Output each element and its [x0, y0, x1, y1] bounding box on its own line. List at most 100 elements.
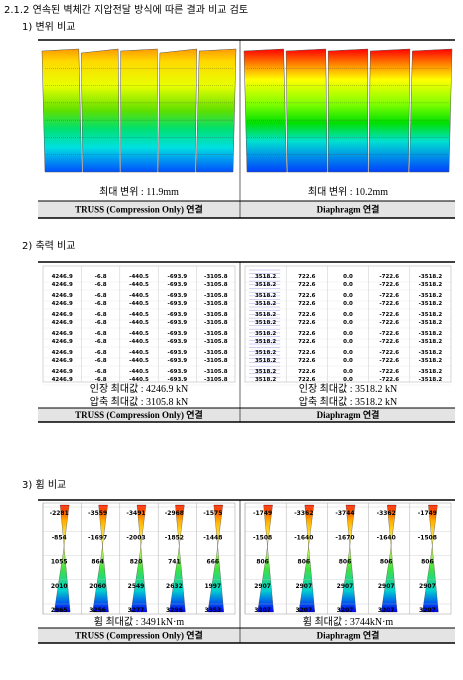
moment-label: 3207	[254, 607, 271, 614]
moment-diagram	[381, 504, 398, 613]
axial-label: -3518.2	[419, 369, 443, 375]
axial-label: 0.0	[343, 320, 353, 326]
axial-label: -440.5	[129, 350, 149, 356]
axial-label: -3518.2	[419, 274, 443, 280]
moment-label: -1852	[165, 534, 184, 541]
axial-label: -693.9	[168, 320, 188, 326]
axial-label: 3518.2	[255, 369, 276, 375]
moment-label: 3207	[419, 607, 436, 614]
axial-label: 4246.9	[52, 301, 73, 307]
moment-label: -1670	[335, 534, 354, 541]
axial-label: -440.5	[129, 339, 149, 345]
moment-label: 3256	[89, 607, 106, 614]
axial-label: 4246.9	[52, 339, 73, 345]
moment-label: 666	[207, 559, 220, 566]
moment-diagram	[92, 504, 109, 613]
axial-label: -693.9	[168, 358, 188, 364]
axial-label: -3105.8	[204, 339, 228, 345]
moment-label: 2907	[254, 583, 271, 590]
moment-label: 820	[130, 559, 143, 566]
axial-label: -3105.8	[204, 377, 228, 383]
axial-label: -693.9	[168, 282, 188, 288]
axial-label: 722.6	[298, 320, 316, 326]
moment-label: 2907	[378, 583, 395, 590]
axial-label: 0.0	[343, 350, 353, 356]
axial-label: 4246.9	[52, 274, 73, 280]
moment-label: -3744	[335, 510, 354, 517]
footer-row	[38, 628, 455, 643]
moment-diagram	[169, 504, 186, 613]
axial-label: 3518.2	[255, 282, 276, 288]
moment-label: 2907	[337, 583, 354, 590]
displacement-panel	[81, 48, 120, 173]
displacement-panel	[243, 48, 287, 173]
moment-diagram	[422, 504, 439, 613]
axial-label: -6.8	[95, 331, 107, 337]
axial-label: 722.6	[298, 331, 316, 337]
moment-diagram	[339, 504, 357, 613]
axial-label: 0.0	[343, 274, 353, 280]
moment-label: -1640	[294, 534, 313, 541]
moment-label: -1508	[418, 534, 437, 541]
axial-label: -6.8	[95, 339, 107, 345]
axial-label: -3105.8	[204, 282, 228, 288]
axial-label: 722.6	[298, 377, 316, 383]
axial-label: -3518.2	[419, 282, 443, 288]
moment-label: 806	[256, 559, 269, 566]
caption: 최대 변위 : 11.9mm	[99, 185, 179, 198]
moment-label: 3277	[128, 607, 145, 614]
axial-label: 722.6	[298, 293, 316, 299]
plot-frame	[42, 265, 236, 383]
moment-label: -2281	[50, 510, 69, 517]
axial-label: 4246.9	[52, 350, 73, 356]
caption: 최대 변위 : 10.2mm	[308, 185, 388, 198]
moment-label: 3207	[337, 607, 354, 614]
moment-label: -1697	[88, 534, 107, 541]
axial-label: -693.9	[168, 301, 188, 307]
axial-label: -3105.8	[204, 331, 228, 337]
axial-label: -3518.2	[419, 331, 443, 337]
axial-label: -6.8	[95, 358, 107, 364]
moment-label: 2010	[51, 583, 68, 590]
axial-label: -6.8	[95, 301, 107, 307]
displacement-panel	[195, 48, 237, 173]
axial-label: -3518.2	[419, 312, 443, 318]
axial-label: -722.6	[379, 350, 399, 356]
moment-label: -1640	[377, 534, 396, 541]
footer-row	[38, 201, 455, 218]
axial-label: -722.6	[379, 312, 399, 318]
axial-label: -693.9	[168, 350, 188, 356]
axial-label: -693.9	[168, 274, 188, 280]
axial-label: -3105.8	[204, 293, 228, 299]
axial-label: 0.0	[343, 331, 353, 337]
displacement-panel	[409, 48, 453, 173]
moment-label: 3353	[204, 607, 221, 614]
axial-label: -440.5	[129, 369, 149, 375]
axial-label: 0.0	[343, 301, 353, 307]
axial-label: -722.6	[379, 274, 399, 280]
axial-label: -440.5	[129, 331, 149, 337]
axial-label: -440.5	[129, 282, 149, 288]
moment-label: 2907	[419, 583, 436, 590]
axial-label: 4246.9	[52, 312, 73, 318]
axial-label: 3518.2	[255, 301, 276, 307]
axial-label: -3518.2	[419, 301, 443, 307]
axial-label: -440.5	[129, 312, 149, 318]
axial-label: 3518.2	[255, 331, 276, 337]
axial-label: 4246.9	[52, 320, 73, 326]
axial-label: -6.8	[95, 293, 107, 299]
axial-label: 3518.2	[255, 350, 276, 356]
moment-label: -3559	[88, 510, 107, 517]
moment-diagram	[54, 504, 71, 613]
axial-label: -3518.2	[419, 350, 443, 356]
column-footer: TRUSS (Compression Only) 연결	[75, 630, 203, 641]
displacement-panel	[41, 48, 83, 173]
section-heading: 2) 축력 비교	[22, 240, 75, 252]
axial-label: -693.9	[168, 331, 188, 337]
axial-label: 0.0	[343, 377, 353, 383]
plot-frame	[244, 265, 452, 383]
moment-label: 2907	[295, 583, 312, 590]
moment-label: 1997	[204, 583, 221, 590]
axial-label: -6.8	[95, 350, 107, 356]
